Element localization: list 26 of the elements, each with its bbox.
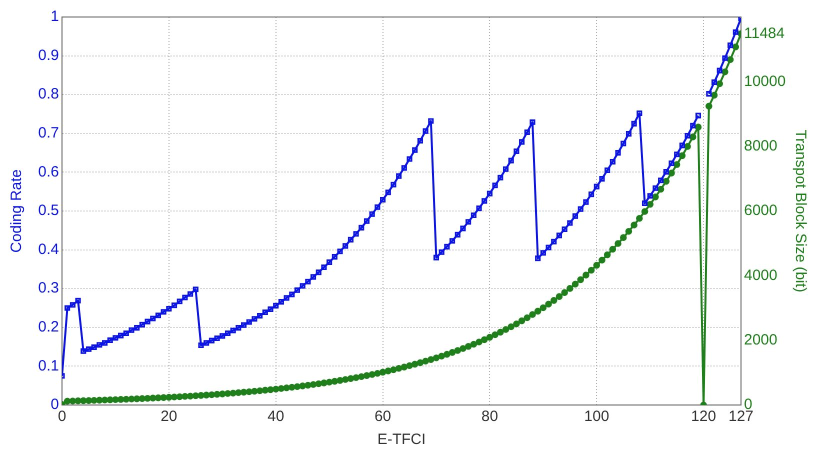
y-tick-label: 0.8	[38, 86, 59, 103]
y-axis-title: Coding Rate	[8, 169, 26, 253]
y2-tick-label: 2000	[744, 331, 778, 348]
y2-tick-label: 4000	[744, 266, 778, 284]
y-tick-label: 1	[50, 8, 59, 26]
x-tick-label: 60	[374, 408, 392, 426]
y2-tick-label: 8000	[744, 137, 778, 154]
x-tick-label: 20	[160, 408, 178, 426]
y-tick-label: 0.3	[38, 280, 59, 297]
y-tick-label: 0	[50, 396, 59, 414]
x-tick-label: 120	[691, 408, 716, 426]
y-tick-label: 0.9	[38, 46, 59, 64]
y2-tick-label: 6000	[744, 202, 778, 220]
x-tick-label: 100	[584, 408, 610, 426]
y2-tick-label: 11484	[744, 24, 785, 42]
y2-tick-label: 10000	[744, 72, 786, 90]
x-tick-label: 40	[268, 408, 284, 426]
x-axis-title: E-TFCI	[377, 431, 426, 448]
y-tick-label: 0.7	[38, 124, 59, 142]
x-tick-label: 80	[481, 408, 498, 426]
y-tick-label: 0.1	[38, 357, 59, 374]
y-tick-label: 0.2	[38, 318, 59, 336]
y-tick-label: 0.5	[38, 202, 59, 220]
y2-axis-title: Transpot Block Size (bit)	[792, 130, 809, 292]
y-tick-label: 0.6	[38, 163, 59, 180]
y-tick-label: 0.4	[38, 240, 59, 258]
